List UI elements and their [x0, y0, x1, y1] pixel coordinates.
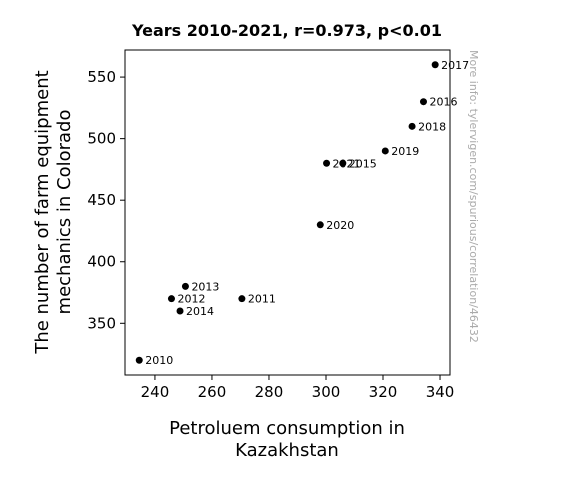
- data-point-2017: [431, 61, 439, 69]
- data-label-2010: 2010: [145, 354, 173, 367]
- data-label-2018: 2018: [418, 120, 446, 133]
- y-axis-label-line-1: The number of farm equipment: [32, 70, 53, 354]
- data-label-2013: 2013: [191, 280, 219, 293]
- plot-area: 240 260 280 300 320 340 350 400 450 500 550 2010 201…: [87, 49, 469, 401]
- data-label-2021: 2021: [333, 157, 361, 170]
- data-label-2016: 2016: [429, 96, 457, 109]
- x-tick-label: 320: [369, 383, 398, 401]
- data-label-2012: 2012: [177, 293, 205, 306]
- data-point-2015: [339, 159, 347, 167]
- data-point-2010: [135, 356, 143, 364]
- y-tick-label: 450: [87, 191, 116, 209]
- watermark-text: More info: tylervigen.com/spurious/corre…: [467, 50, 480, 343]
- data-label-2011: 2011: [248, 293, 276, 306]
- data-point-2016: [419, 98, 427, 106]
- data-label-2020: 2020: [326, 219, 354, 232]
- data-label-2019: 2019: [391, 145, 419, 158]
- data-point-2021: [323, 159, 331, 167]
- x-tick-label: 280: [255, 383, 284, 401]
- y-axis-label-line-2: mechanics in Colorado: [54, 110, 75, 315]
- chart-title: Years 2010-2021, r=0.973, p<0.01: [131, 21, 442, 40]
- data-point-2013: [181, 282, 189, 290]
- data-point-2012: [167, 295, 175, 303]
- x-tick-label: 300: [312, 383, 341, 401]
- plot-frame: [124, 49, 451, 376]
- x-axis-label-line-2: Kazakhstan: [235, 440, 339, 461]
- y-tick-label: 350: [87, 314, 116, 332]
- x-tick-label: 240: [141, 383, 170, 401]
- y-tick-label: 400: [87, 253, 116, 271]
- data-point-2020: [316, 221, 324, 229]
- x-tick-label: 260: [198, 383, 227, 401]
- y-tick-label: 550: [87, 68, 116, 86]
- data-label-2014: 2014: [186, 305, 214, 318]
- y-tick-label: 500: [87, 130, 116, 148]
- data-point-2014: [176, 307, 184, 315]
- data-point-2019: [381, 147, 389, 155]
- data-point-2018: [408, 122, 416, 130]
- data-label-2017: 2017: [441, 59, 469, 72]
- x-tick-label: 340: [426, 383, 455, 401]
- data-label-2015: 2015: [349, 157, 377, 170]
- data-point-2011: [238, 295, 246, 303]
- x-axis-label-line-1: Petroluem consumption in: [169, 418, 405, 439]
